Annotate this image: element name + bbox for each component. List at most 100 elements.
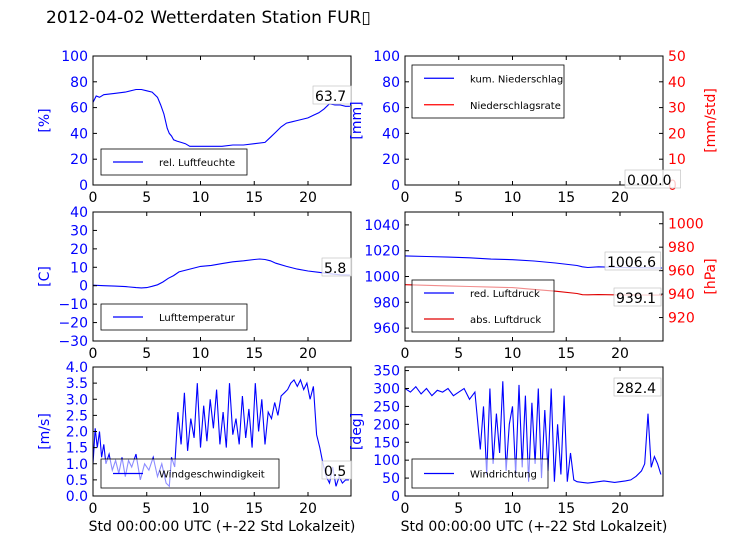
y-tick-label: 300 <box>373 382 400 398</box>
x-tick-label: 20 <box>611 346 629 362</box>
y2-tick-label: 50 <box>668 49 686 65</box>
value-label-box <box>604 251 661 271</box>
x-tick-label: 10 <box>504 346 522 362</box>
x-tick-label: 5 <box>454 501 463 517</box>
x-tick-label: 10 <box>192 346 210 362</box>
y-tick-label: 0 <box>391 178 400 194</box>
value-label-box <box>321 460 353 480</box>
y2-tick-label: 30 <box>668 101 686 117</box>
x-tick-label: 15 <box>245 346 263 362</box>
legend-label: abs. Luftdruck <box>470 315 541 326</box>
x-tick-label: 0 <box>89 501 98 517</box>
y-tick-label: 4.0 <box>66 360 88 376</box>
y-tick-label: 980 <box>373 295 400 311</box>
legend-label: Lufttemperatur <box>159 313 236 324</box>
y-tick-label: 40 <box>382 126 400 142</box>
y-axis-label: [C] <box>37 266 53 287</box>
legend-label: Windrichtung <box>470 470 537 481</box>
y-tick-label: 20 <box>70 152 88 168</box>
x-tick-label: 15 <box>245 190 263 206</box>
y-tick-label: 60 <box>382 101 400 117</box>
y-tick-label: 100 <box>61 49 88 65</box>
value-label: 0.00.0 <box>627 173 672 189</box>
legend-label: Niederschlagsrate <box>470 101 561 112</box>
y-tick-label: −30 <box>58 334 88 350</box>
x-tick-label: 20 <box>299 190 317 206</box>
y-tick-label: 3.0 <box>66 392 88 408</box>
x-tick-label: 20 <box>299 346 317 362</box>
y-tick-label: −10 <box>58 297 88 313</box>
x-axis-label: Std 00:00:00 UTC (+-22 Std Lokalzeit) <box>89 519 356 535</box>
value-label: 0.5 <box>324 464 346 480</box>
y-tick-label: 60 <box>70 101 88 117</box>
y-tick-label: 30 <box>70 223 88 239</box>
y-tick-label: 150 <box>373 435 400 451</box>
x-axis-label: Std 00:00:00 UTC (+-22 Std Lokalzeit) <box>401 519 668 535</box>
y-axis-label: [m/s] <box>37 413 53 450</box>
x-tick-label: 10 <box>504 190 522 206</box>
y-tick-label: −20 <box>58 316 88 332</box>
legend-box <box>411 64 565 119</box>
y2-axis-label: [mm/std] <box>703 88 719 153</box>
axes-frame-temperature <box>92 211 352 342</box>
x-tick-label: 5 <box>142 346 151 362</box>
y-tick-label: 100 <box>373 49 400 65</box>
y-tick-label: 200 <box>373 417 400 433</box>
y-tick-label: 3.5 <box>66 376 88 392</box>
value-label: 282.4 <box>616 381 656 397</box>
y-axis-label: [%] <box>37 108 53 132</box>
value-label-box <box>624 169 681 189</box>
series-line-humidity-0 <box>93 88 350 147</box>
legend-label: kum. Niederschlag <box>470 74 563 85</box>
y-tick-label: 0.5 <box>66 473 88 489</box>
y2-axis-label: [hPa] <box>703 258 719 294</box>
y-tick-label: 10 <box>70 260 88 276</box>
y-tick-label: 100 <box>373 453 400 469</box>
x-tick-label: 0 <box>89 346 98 362</box>
legend-label: rel. Luftfeuchte <box>159 158 235 169</box>
x-tick-label: 0 <box>89 190 98 206</box>
x-tick-label: 15 <box>557 190 575 206</box>
y-tick-label: 2.0 <box>66 425 88 441</box>
y-tick-label: 0.0 <box>66 489 88 505</box>
value-label-box <box>321 257 353 277</box>
x-tick-label: 15 <box>557 501 575 517</box>
x-tick-label: 0 <box>401 346 410 362</box>
y2-tick-label: 980 <box>668 240 695 256</box>
y2-tick-label: 1000 <box>668 217 704 233</box>
x-tick-label: 10 <box>192 501 210 517</box>
y-axis-label: [deg] <box>349 413 365 450</box>
page-title: 2012-04-02 Wetterdaten Station FUR▯ <box>46 8 371 28</box>
x-tick-label: 15 <box>245 501 263 517</box>
axes-frame-winddirection <box>404 366 664 497</box>
x-tick-label: 20 <box>611 190 629 206</box>
x-tick-label: 0 <box>401 190 410 206</box>
value-label: 1006.6 <box>607 255 656 271</box>
series-line-temperature-0 <box>93 258 350 289</box>
x-tick-label: 5 <box>454 346 463 362</box>
y2-tick-label: 920 <box>668 311 695 327</box>
y-tick-label: 40 <box>70 126 88 142</box>
x-tick-label: 20 <box>611 501 629 517</box>
y-tick-label: 1020 <box>364 244 400 260</box>
y2-tick-label: 960 <box>668 264 695 280</box>
x-tick-label: 0 <box>401 501 410 517</box>
y-tick-label: 40 <box>70 205 88 221</box>
y-tick-label: 1040 <box>364 218 400 234</box>
y-tick-label: 0 <box>79 178 88 194</box>
axes-frame-precipitation <box>404 55 664 186</box>
value-label: 939.1 <box>616 291 656 307</box>
legend-label: Windgeschwindigkeit <box>159 470 265 481</box>
y-tick-label: 1000 <box>364 270 400 286</box>
y-tick-label: 80 <box>70 75 88 91</box>
y-tick-label: 20 <box>382 152 400 168</box>
value-label: 63.7 <box>315 89 346 105</box>
x-tick-label: 5 <box>142 190 151 206</box>
y-tick-label: 0 <box>391 489 400 505</box>
x-tick-label: 20 <box>299 501 317 517</box>
y-tick-label: 50 <box>382 471 400 487</box>
axes-frame-humidity <box>92 55 352 186</box>
value-label-box <box>312 85 352 105</box>
legend-label: red. Luftdruck <box>470 289 540 300</box>
